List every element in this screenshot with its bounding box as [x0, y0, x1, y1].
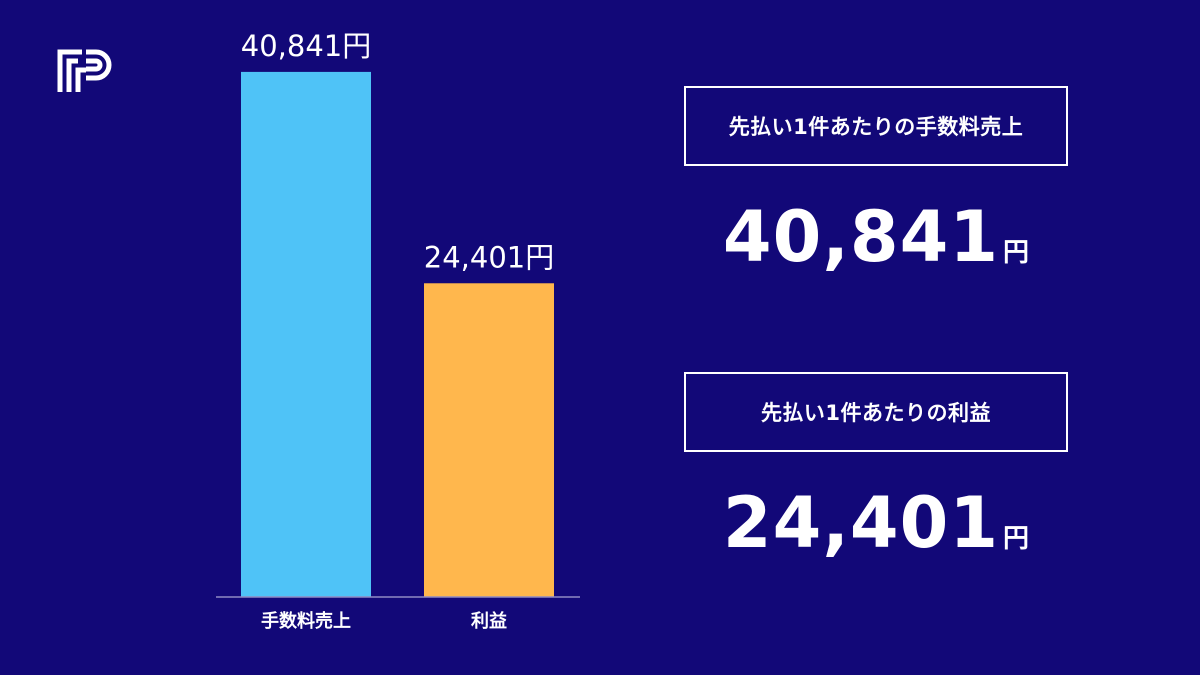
bar-value-label-2: 24,401円 — [424, 240, 554, 274]
bar-value-label-1: 40,841円 — [241, 29, 371, 63]
profit-value-display: 24,401 円 — [684, 482, 1068, 564]
profit-value: 24,401 — [722, 482, 1000, 564]
profit-unit: 円 — [1003, 524, 1030, 554]
sales-label-box: 先払い1件あたりの手数料売上 — [684, 86, 1068, 166]
sales-value: 40,841 — [722, 196, 1000, 278]
category-label-1: 手数料売上 — [261, 610, 351, 632]
bar-2 — [424, 283, 554, 597]
sales-unit: 円 — [1003, 238, 1030, 268]
sales-label-text: 先払い1件あたりの手数料売上 — [728, 115, 1024, 139]
sales-value-display: 40,841 円 — [684, 196, 1068, 278]
bar-1 — [241, 71, 371, 597]
category-label-2: 利益 — [471, 610, 507, 632]
profit-label-box: 先払い1件あたりの利益 — [684, 372, 1068, 452]
profit-label-text: 先払い1件あたりの利益 — [760, 401, 992, 425]
brand-logo-icon — [57, 49, 112, 92]
